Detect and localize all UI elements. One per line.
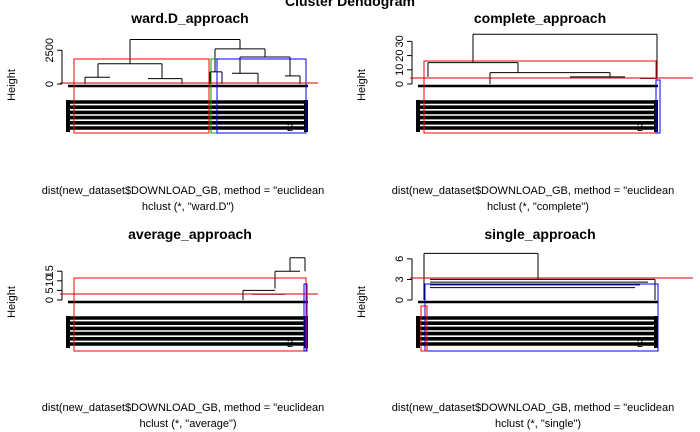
cluster-box bbox=[424, 283, 659, 352]
y-tick-label: 0 bbox=[44, 297, 56, 303]
super-title: Cluster Dendogram bbox=[285, 0, 415, 9]
panel-complete: complete_approach Height 0 10 20 30 2 dist(… bbox=[356, 10, 693, 213]
panel-xlabel: dist(new_dataset$DOWNLOAD_GB, method = "… bbox=[392, 402, 674, 414]
leaf-label: 2 bbox=[287, 122, 293, 134]
panel-title: ward.D_approach bbox=[130, 10, 248, 26]
cluster-box bbox=[73, 277, 307, 352]
panel-ward: ward.D_approach Height 0 2500 2 dist(new_… bbox=[6, 10, 324, 213]
panel-ylabel: Height bbox=[356, 286, 368, 318]
y-tick-label: 10 bbox=[44, 275, 56, 287]
panel-single: single_approach Height 0 3 6 2 dist(new_da… bbox=[356, 226, 693, 430]
panel-xlabel: dist(new_dataset$DOWNLOAD_GB, method = "… bbox=[392, 185, 674, 197]
cluster-box bbox=[303, 283, 308, 352]
panel-sublabel: hclust (*, "ward.D") bbox=[142, 201, 234, 213]
cluster-box bbox=[216, 58, 307, 134]
panel-title: complete_approach bbox=[474, 10, 606, 26]
y-tick-label: 20 bbox=[394, 49, 406, 61]
leaf-label: 2 bbox=[287, 338, 293, 350]
panel-xlabel: dist(new_dataset$DOWNLOAD_GB, method = "… bbox=[42, 402, 324, 414]
cluster-box bbox=[73, 58, 210, 134]
y-tick-label: 30 bbox=[394, 35, 406, 47]
y-tick-label: 0 bbox=[44, 81, 56, 87]
panel-ylabel: Height bbox=[356, 69, 368, 101]
y-tick-label: 3 bbox=[394, 276, 406, 282]
y-tick-label: 10 bbox=[394, 64, 406, 76]
panel-ylabel: Height bbox=[6, 69, 18, 101]
panel-title: single_approach bbox=[484, 226, 595, 242]
leaf-label: 2 bbox=[637, 338, 643, 350]
y-tick-label: 0 bbox=[394, 297, 406, 303]
panel-sublabel: hclust (*, "average") bbox=[139, 418, 236, 430]
y-tick-label: 5 bbox=[44, 287, 56, 293]
y-tick-label: 0 bbox=[394, 81, 406, 87]
panel-ylabel: Height bbox=[6, 286, 18, 318]
panel-sublabel: hclust (*, "complete") bbox=[487, 201, 589, 213]
panel-dendrogram: 2 bbox=[60, 257, 318, 352]
y-tick-label: 6 bbox=[394, 256, 406, 262]
panel-dendrogram: 2 bbox=[410, 252, 693, 352]
panel-sublabel: hclust (*, "single") bbox=[495, 418, 581, 430]
y-tick-label: 2500 bbox=[44, 38, 56, 62]
panel-yaxis: 0 2500 bbox=[44, 38, 63, 87]
cluster-box bbox=[655, 79, 661, 134]
cluster-box bbox=[420, 305, 428, 352]
y-tick-label: 15 bbox=[44, 265, 56, 277]
panel-dendrogram: 2 bbox=[60, 38, 318, 134]
panel-yaxis: 0 3 6 bbox=[394, 256, 413, 303]
panel-xlabel: dist(new_dataset$DOWNLOAD_GB, method = "… bbox=[42, 185, 324, 197]
panel-dendrogram: 2 bbox=[410, 33, 693, 134]
panel-title: average_approach bbox=[128, 226, 252, 242]
leaf-label: 2 bbox=[637, 122, 643, 134]
panel-yaxis: 0 10 20 30 bbox=[394, 35, 413, 87]
